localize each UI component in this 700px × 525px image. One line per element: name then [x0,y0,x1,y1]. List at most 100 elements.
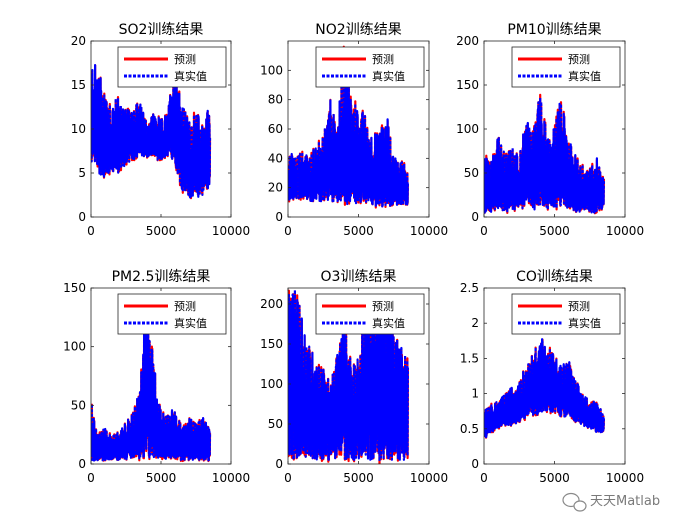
y-tick-label: 200 [456,34,479,48]
wechat-bubble-small [573,500,587,512]
legend-label-prediction: 预测 [568,53,590,66]
legend-box [511,293,621,335]
chart-title: O3训练结果 [321,269,397,285]
y-tick-label: 150 [456,78,479,92]
y-tick-label: 100 [260,377,283,391]
y-tick-label: 100 [456,122,479,136]
x-tick-label: 0 [87,224,95,238]
x-tick-label: 10000 [410,224,448,238]
x-tick-label: 0 [480,224,488,238]
y-tick-label: 0 [471,457,479,471]
y-tick-label: 0 [275,210,283,224]
series-line-actual [484,338,605,439]
x-tick-label: 5000 [146,224,177,238]
y-tick-label: 40 [268,151,283,165]
y-tick-label: 0 [78,457,86,471]
chart-title: NO2训练结果 [315,22,401,38]
plot-area [484,93,605,215]
y-tick-label: 0.5 [460,422,479,436]
y-tick-label: 5 [78,166,86,180]
plot-area [288,289,409,464]
legend-label-actual: 真实值 [372,69,405,83]
series-line-actual [91,297,212,462]
series-line-actual [288,289,409,463]
y-tick-label: 2 [471,316,479,330]
x-tick-label: 10000 [606,471,644,485]
watermark-text: 天天Matlab [590,494,660,509]
chart-title: CO训练结果 [516,269,593,285]
watermark: 天天Matlab [562,492,660,512]
y-tick-label: 0 [275,457,283,471]
x-tick-label: 5000 [539,471,570,485]
legend-box [315,293,425,335]
chart-title: PM10训练结果 [507,22,601,38]
legend-label-actual: 真实值 [568,316,601,330]
x-tick-label: 0 [284,471,292,485]
series-line-actual [484,96,605,214]
legend-box [511,46,621,88]
y-tick-label: 200 [260,297,283,311]
legend-box [117,293,227,335]
y-tick-label: 60 [268,122,283,136]
legend-label-prediction: 预测 [372,300,394,313]
x-tick-label: 5000 [343,224,374,238]
legend-label-prediction: 预测 [372,53,394,66]
x-tick-label: 10000 [606,224,644,238]
y-tick-label: 150 [63,281,86,295]
x-tick-label: 10000 [410,471,448,485]
chart-title: SO2训练结果 [119,22,204,38]
x-tick-label: 0 [87,471,95,485]
plot-area [91,297,212,463]
y-tick-label: 80 [268,93,283,107]
legend-label-prediction: 预测 [174,300,196,313]
y-tick-label: 150 [260,337,283,351]
y-tick-label: 1 [471,387,479,401]
x-tick-label: 10000 [212,224,250,238]
y-tick-label: 20 [71,34,86,48]
chart-title: PM2.5训练结果 [112,269,211,285]
series-line-actual [91,56,212,199]
y-tick-label: 100 [260,63,283,77]
legend-label-actual: 真实值 [568,69,601,83]
x-tick-label: 0 [284,224,292,238]
y-tick-label: 1.5 [460,351,479,365]
wechat-bubble-large [562,492,580,508]
plot-area [484,338,605,439]
y-tick-label: 20 [268,181,283,195]
plot-area [91,56,212,200]
y-tick-label: 2.5 [460,281,479,295]
legend-label-prediction: 预测 [568,300,590,313]
y-tick-label: 0 [78,210,86,224]
plot-area [288,45,409,209]
y-tick-label: 50 [71,398,86,412]
x-tick-label: 5000 [343,471,374,485]
series-line-actual [288,49,409,208]
x-tick-label: 0 [480,471,488,485]
x-tick-label: 5000 [539,224,570,238]
x-tick-label: 10000 [212,471,250,485]
y-tick-label: 10 [71,122,86,136]
y-tick-label: 50 [268,417,283,431]
legend-label-prediction: 预测 [174,53,196,66]
wechat-icon [562,492,587,512]
y-tick-label: 100 [63,340,86,354]
y-tick-label: 0 [471,210,479,224]
legend-label-actual: 真实值 [174,316,207,330]
y-tick-label: 15 [71,78,86,92]
legend-label-actual: 真实值 [372,316,405,330]
legend-box [315,46,425,88]
